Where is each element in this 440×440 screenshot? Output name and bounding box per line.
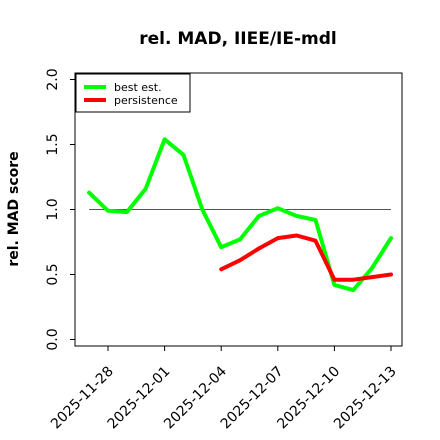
y-axis: 0.0 0.5 1.0 1.5 2.0 (45, 68, 75, 351)
legend: best est.persistence (75, 73, 191, 113)
x-axis: 2025-11-282025-12-012025-12-042025-12-07… (48, 346, 400, 432)
series-layer (87, 137, 393, 293)
y-tick-label: 1.5 (45, 133, 61, 155)
legend-label: best est. (114, 81, 162, 94)
y-axis-label: rel. MAD score (6, 151, 22, 266)
series-line-best-est (87, 137, 393, 293)
y-tick-label: 0.5 (45, 263, 61, 285)
y-tick-label: 2.0 (45, 68, 61, 90)
y-tick-label: 1.0 (45, 198, 61, 220)
legend-label: persistence (114, 94, 178, 107)
chart-title: rel. MAD, IIEE/IE-mdl (139, 29, 336, 49)
legend-box (75, 73, 191, 113)
y-tick-label: 0.0 (45, 328, 61, 350)
series-line-persistence (219, 233, 393, 282)
